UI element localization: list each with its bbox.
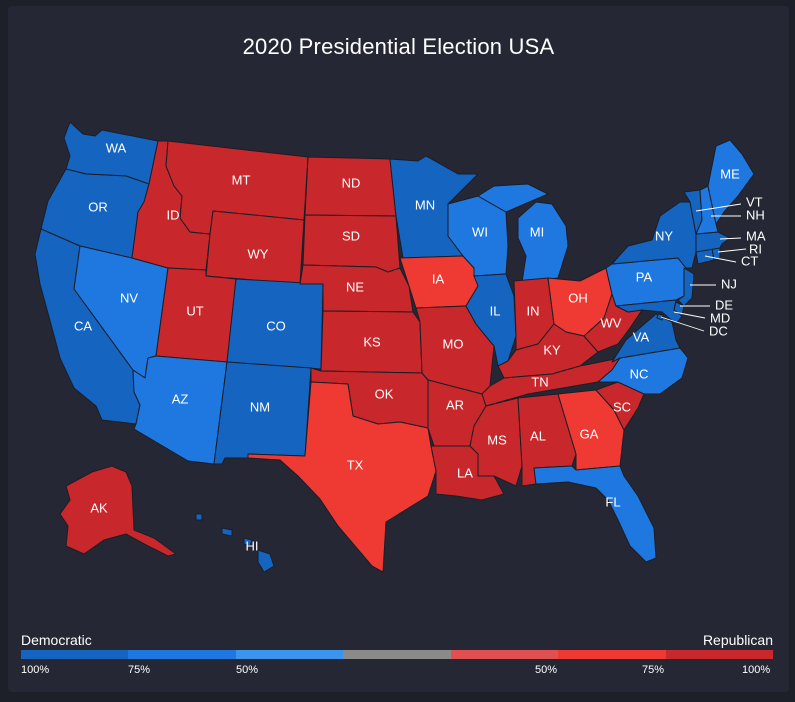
state-il[interactable] — [465, 273, 517, 367]
callout-line — [704, 255, 737, 263]
state-label-ri: RI — [749, 241, 762, 256]
state-label-ut: UT — [186, 303, 203, 318]
state-label-ma: MA — [746, 228, 766, 243]
state-label-wa: WA — [106, 140, 127, 155]
state-label-nc: NC — [630, 366, 649, 381]
state-label-mi: MI — [530, 224, 544, 239]
legend-democratic-label: Democratic — [21, 632, 92, 648]
state-label-il: IL — [490, 303, 501, 318]
state-label-hi: HI — [246, 538, 259, 553]
state-label-ga: GA — [580, 426, 599, 441]
state-label-de: DE — [715, 297, 733, 312]
state-label-ms: MS — [487, 432, 507, 447]
state-label-ia: IA — [432, 271, 445, 286]
state-label-ks: KS — [363, 334, 381, 349]
state-ak[interactable] — [59, 465, 177, 557]
state-label-ny: NY — [655, 228, 673, 243]
state-label-md: MD — [710, 310, 730, 325]
state-label-id: ID — [167, 207, 180, 222]
state-va[interactable] — [611, 313, 681, 363]
state-label-sd: SD — [342, 228, 360, 243]
state-label-ne: NE — [346, 279, 364, 294]
state-label-nj: NJ — [721, 276, 737, 291]
state-mn[interactable] — [389, 155, 479, 259]
legend-tick: 50% — [535, 664, 558, 676]
state-fl[interactable] — [533, 465, 657, 563]
state-label-vt: VT — [746, 194, 763, 209]
state-tx[interactable] — [247, 381, 437, 573]
state-label-me: ME — [720, 166, 740, 181]
callout-line — [695, 203, 742, 212]
state-label-dc: DC — [709, 323, 728, 338]
state-label-az: AZ — [172, 391, 189, 406]
callout-line — [717, 248, 747, 253]
state-label-ar: AR — [446, 397, 464, 412]
state-label-nv: NV — [120, 290, 138, 305]
state-me[interactable] — [707, 139, 755, 225]
state-label-in: IN — [527, 303, 540, 318]
legend-segment — [343, 650, 451, 659]
legend-tick: 100% — [21, 664, 50, 676]
map-card: 2020 Presidential Election USA — [8, 6, 789, 692]
state-sd[interactable] — [302, 214, 401, 273]
legend-segment — [235, 650, 344, 659]
state-label-wy: WY — [248, 246, 269, 261]
state-label-ak: AK — [90, 500, 108, 515]
state-label-sc: SC — [613, 399, 631, 414]
state-label-mo: MO — [443, 336, 464, 351]
legend-segment — [450, 650, 559, 659]
state-label-wi: WI — [472, 224, 488, 239]
state-label-la: LA — [457, 465, 473, 480]
state-label-co: CO — [266, 318, 286, 333]
state-label-tn: TN — [531, 374, 548, 389]
state-ma[interactable] — [695, 231, 731, 253]
callout-line — [660, 316, 705, 332]
legend-segment — [21, 650, 129, 659]
state-label-wv: WV — [601, 315, 622, 330]
state-hi[interactable] — [195, 513, 275, 573]
state-label-nm: NM — [250, 399, 270, 414]
state-label-mt: MT — [232, 172, 251, 187]
legend-tick: 75% — [642, 664, 665, 676]
state-label-fl: FL — [605, 494, 620, 509]
state-label-va: VA — [633, 329, 650, 344]
state-label-nd: ND — [342, 175, 361, 190]
state-md[interactable] — [615, 299, 683, 325]
legend-tick: 100% — [742, 664, 771, 676]
state-az[interactable] — [132, 355, 228, 465]
state-label-nh: NH — [746, 207, 765, 222]
state-label-oh: OH — [568, 290, 588, 305]
state-ne[interactable] — [299, 264, 414, 313]
state-label-al: AL — [530, 428, 546, 443]
state-dc[interactable] — [656, 313, 664, 321]
state-label-mn: MN — [415, 197, 435, 212]
legend-republican-label: Republican — [702, 632, 773, 648]
legend: Democratic Republican 100% 75% 50% 50% 7… — [21, 632, 773, 682]
map-title: 2020 Presidential Election USA — [242, 34, 555, 59]
state-label-pa: PA — [636, 269, 653, 284]
callout-line — [673, 311, 706, 319]
legend-segment — [128, 650, 236, 659]
state-mi[interactable] — [477, 183, 569, 283]
legend-tick: 75% — [128, 664, 151, 676]
legend-segment — [665, 650, 773, 659]
legend-tick: 50% — [236, 664, 259, 676]
legend-segment — [558, 650, 666, 659]
state-label-ky: KY — [543, 342, 561, 357]
state-label-ca: CA — [74, 318, 92, 333]
us-election-map: WA OR CA NV ID MT WY UT AZ CO NM ND SD N… — [34, 121, 766, 573]
state-label-or: OR — [88, 199, 108, 214]
legend-color-bar — [21, 650, 773, 659]
state-label-tx: TX — [347, 457, 364, 472]
callout-line — [719, 237, 742, 240]
state-nc[interactable] — [597, 347, 689, 395]
state-label-ok: OK — [375, 386, 394, 401]
state-label-ct: CT — [741, 253, 758, 268]
